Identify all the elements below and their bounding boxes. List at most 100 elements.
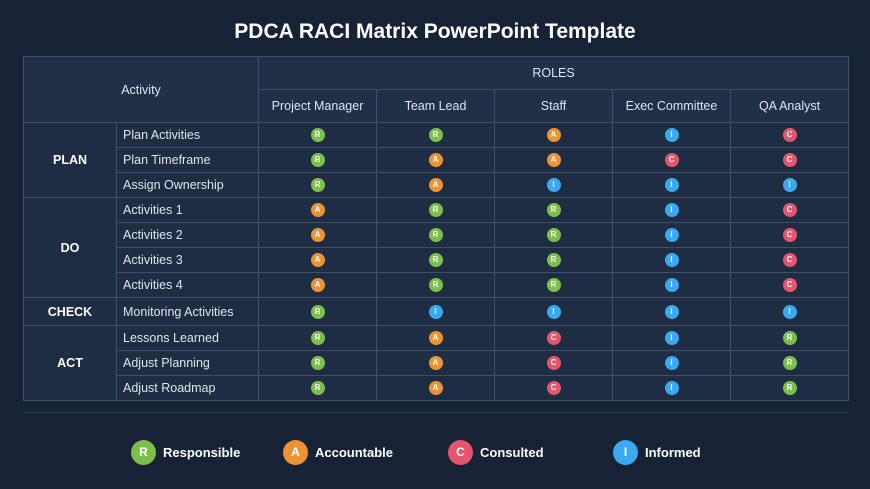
- legend-badge: I: [613, 439, 638, 465]
- raci-cell: A: [258, 197, 377, 223]
- raci-badge: I: [664, 228, 679, 243]
- raci-cell: R: [258, 147, 377, 173]
- raci-cell: I: [729, 297, 850, 326]
- raci-badge: R: [310, 153, 325, 168]
- raci-cell: I: [612, 350, 731, 376]
- raci-badge: C: [546, 381, 561, 396]
- role-names-row: Project Manager Team Lead Staff Exec Com…: [24, 89, 850, 123]
- raci-cell: C: [729, 147, 850, 173]
- raci-badge: I: [546, 178, 561, 193]
- phase-label: ACT: [23, 325, 117, 401]
- legend-item-consulted: C Consulted: [448, 438, 544, 466]
- raci-cell: A: [376, 325, 495, 351]
- role-header: QA Analyst: [729, 89, 850, 123]
- raci-cell: C: [729, 247, 850, 273]
- raci-cell: I: [612, 122, 731, 148]
- raci-badge: C: [782, 228, 797, 243]
- raci-cell: R: [258, 297, 377, 326]
- raci-cell: R: [729, 350, 850, 376]
- raci-badge: R: [310, 381, 325, 396]
- raci-badge: I: [664, 178, 679, 193]
- activity-name: Plan Timeframe: [116, 147, 259, 173]
- role-header: Staff: [494, 89, 613, 123]
- raci-badge: C: [664, 153, 679, 168]
- raci-cell: A: [376, 375, 495, 401]
- raci-badge: I: [664, 356, 679, 371]
- raci-badge: R: [546, 228, 561, 243]
- raci-badge: I: [664, 278, 679, 293]
- raci-cell: R: [376, 122, 495, 148]
- table-row: Activities 4 A R R I C: [24, 272, 850, 298]
- raci-badge: A: [310, 203, 325, 218]
- raci-badge: R: [428, 278, 443, 293]
- raci-cell: R: [376, 197, 495, 223]
- raci-badge: R: [428, 228, 443, 243]
- raci-cell: C: [729, 197, 850, 223]
- raci-badge: R: [310, 128, 325, 143]
- raci-badge: R: [428, 203, 443, 218]
- raci-cell: R: [729, 375, 850, 401]
- activity-name: Plan Activities: [116, 122, 259, 148]
- raci-badge: R: [310, 304, 325, 319]
- raci-badge: C: [546, 331, 561, 346]
- table-row: Activities 2 A R R I C: [24, 222, 850, 248]
- raci-badge: I: [782, 304, 797, 319]
- activity-name: Activities 3: [116, 247, 259, 273]
- raci-cell: I: [612, 325, 731, 351]
- legend: R Responsible A Accountable C Consulted …: [0, 438, 870, 466]
- raci-cell: R: [729, 325, 850, 351]
- legend-badge: A: [283, 439, 308, 465]
- raci-badge: I: [664, 304, 679, 319]
- raci-badge: R: [310, 356, 325, 371]
- raci-cell: R: [494, 272, 613, 298]
- role-header: Exec Committee: [612, 89, 731, 123]
- raci-badge: R: [310, 331, 325, 346]
- legend-item-informed: I Informed: [613, 438, 701, 466]
- raci-badge: A: [428, 331, 443, 346]
- activity-name: Monitoring Activities: [116, 297, 259, 326]
- raci-badge: C: [782, 203, 797, 218]
- raci-cell: C: [729, 272, 850, 298]
- raci-cell: A: [494, 122, 613, 148]
- raci-badge: A: [428, 178, 443, 193]
- raci-cell: C: [729, 222, 850, 248]
- raci-cell: A: [376, 147, 495, 173]
- raci-badge: I: [664, 331, 679, 346]
- phase-label: CHECK: [23, 297, 117, 326]
- legend-label: Informed: [645, 444, 701, 460]
- raci-cell: C: [729, 122, 850, 148]
- legend-badge: R: [131, 439, 156, 465]
- activity-name: Adjust Planning: [116, 350, 259, 376]
- table-row: Adjust Planning R A C I R: [24, 350, 850, 376]
- raci-badge: R: [546, 278, 561, 293]
- raci-cell: R: [258, 350, 377, 376]
- divider: [23, 412, 848, 413]
- raci-matrix-table: Activity ROLES Project Manager Team Lead…: [23, 56, 850, 401]
- raci-cell: R: [376, 272, 495, 298]
- raci-cell: R: [494, 197, 613, 223]
- raci-badge: A: [428, 381, 443, 396]
- legend-badge: C: [448, 439, 473, 465]
- raci-badge: I: [428, 304, 443, 319]
- raci-cell: C: [612, 147, 731, 173]
- raci-badge: R: [782, 381, 797, 396]
- legend-label: Accountable: [315, 444, 394, 460]
- role-header: Team Lead: [376, 89, 495, 123]
- raci-cell: C: [494, 325, 613, 351]
- role-header: Project Manager: [258, 89, 377, 123]
- raci-badge: C: [782, 278, 797, 293]
- raci-cell: I: [494, 297, 613, 326]
- phase-label: DO: [23, 197, 117, 298]
- raci-badge: R: [782, 331, 797, 346]
- raci-badge: I: [664, 253, 679, 268]
- raci-cell: R: [258, 122, 377, 148]
- raci-badge: I: [664, 381, 679, 396]
- raci-badge: R: [546, 253, 561, 268]
- activity-name: Activities 4: [116, 272, 259, 298]
- activity-name: Activities 1: [116, 197, 259, 223]
- raci-cell: A: [258, 247, 377, 273]
- raci-badge: C: [782, 153, 797, 168]
- raci-cell: I: [376, 297, 495, 326]
- raci-cell: R: [494, 247, 613, 273]
